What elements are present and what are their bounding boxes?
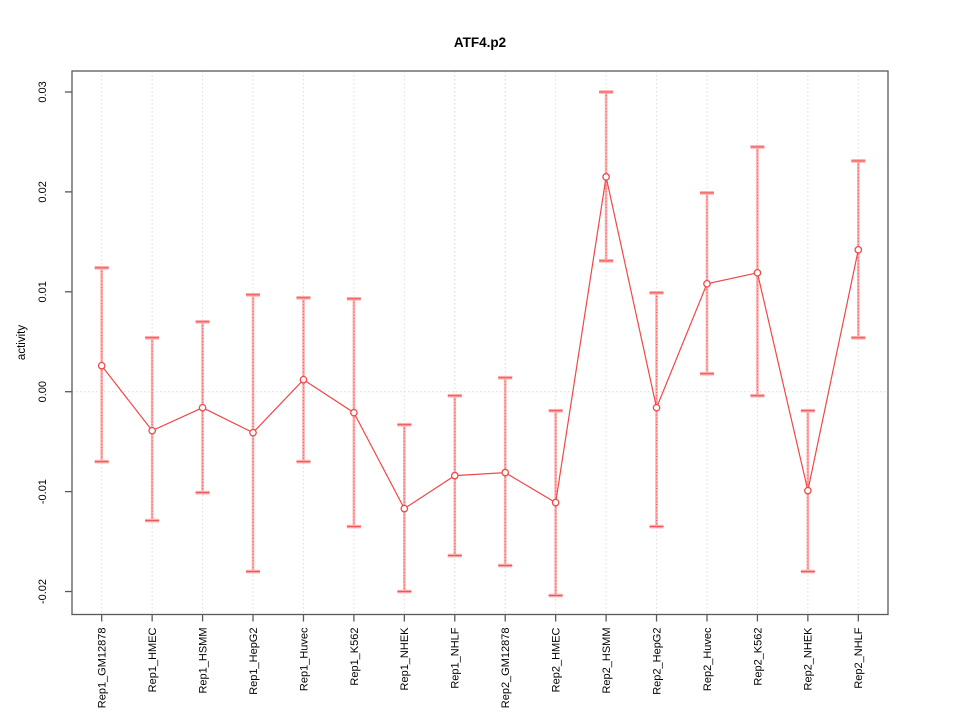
x-tick-label: Rep1_NHLF (450, 627, 462, 688)
series-line (101, 176, 859, 510)
data-point-marker (854, 245, 863, 254)
x-tick-label: Rep2_K562 (752, 628, 764, 686)
data-point-marker (501, 468, 510, 477)
data-point-marker (97, 361, 106, 370)
data-point-marker (198, 403, 207, 412)
plot-body: -0.02 -0.01 0.00 0.01 0.02 0.03 Rep1_GM12878 Re… (37, 70, 889, 709)
x-tick-label: Rep1_HepG2 (248, 628, 260, 695)
data-point-marker (652, 403, 661, 412)
x-tick-label: Rep2_NHLF (853, 627, 865, 688)
x-tick-label: Rep2_HMEC (551, 627, 563, 692)
y-tick-label: -0.02 (37, 579, 49, 604)
y-axis-label: activity (16, 325, 28, 360)
y-tick-label: -0.01 (37, 479, 49, 504)
data-point-marker (804, 486, 812, 495)
data-point-marker (249, 428, 257, 437)
x-tick-label: Rep2_NHEK (803, 627, 815, 691)
x-tick-label: Rep2_GM12878 (500, 628, 512, 709)
data-point-marker (148, 426, 156, 435)
data-point-marker (602, 173, 610, 181)
x-tick-label: Rep2_HSMM (601, 628, 613, 694)
x-tick-label: Rep1_HSMM (197, 628, 209, 694)
data-point-marker (299, 375, 308, 384)
data-point-marker (551, 498, 560, 507)
x-tick-label: Rep1_K562 (349, 628, 361, 686)
data-point-marker (703, 279, 711, 288)
data-point-marker (753, 268, 762, 277)
x-tick-label: Rep2_HepG2 (651, 628, 663, 695)
y-tick-label: 0.00 (37, 381, 49, 402)
x-tick-label: Rep1_Huvec (298, 627, 310, 691)
data-point-marker (350, 408, 358, 417)
data-point-marker (450, 471, 459, 480)
x-tick-label: Rep1_HMEC (147, 627, 159, 692)
plot-frame (71, 70, 889, 616)
y-tick-label: 0.02 (37, 181, 49, 202)
y-tick-label: 0.03 (37, 81, 49, 102)
data-point-marker (400, 504, 409, 513)
x-tick-label: Rep1_NHEK (399, 627, 411, 691)
chart-title: ATF4.p2 (454, 35, 506, 50)
x-tick-label: Rep2_Huvec (702, 627, 714, 691)
x-tick-label: Rep1_GM12878 (97, 628, 109, 709)
y-tick-label: 0.01 (37, 281, 49, 302)
